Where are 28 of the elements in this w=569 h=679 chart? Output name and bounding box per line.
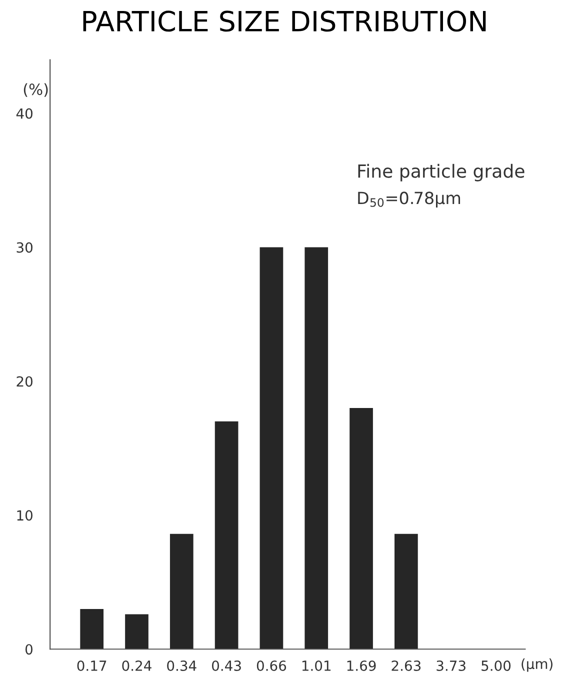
x-tick-label: 0.17 [77, 660, 106, 671]
y-tick-label: 40 [16, 108, 32, 119]
x-tick-label: 0.34 [167, 660, 196, 671]
bar [260, 247, 284, 650]
x-tick-label: 2.63 [392, 660, 421, 671]
x-tick-label: 3.73 [436, 660, 466, 671]
bar [394, 534, 418, 650]
bar [214, 421, 238, 650]
bar [80, 608, 104, 650]
bar [304, 247, 328, 650]
x-tick-label: 0.24 [122, 660, 152, 671]
x-tick-label: 1.01 [302, 660, 331, 671]
bar [125, 614, 148, 650]
y-axis-title: (%) [24, 83, 48, 97]
annotation: D$_{50}$=0.78μm [358, 192, 460, 208]
x-tick-label: 1.69 [347, 660, 376, 671]
bar [170, 534, 194, 650]
x-tick-label: 0.66 [256, 660, 286, 671]
y-tick-label: 30 [16, 242, 32, 253]
x-axis-title: (μm) [522, 658, 552, 672]
y-tick-label: 10 [17, 510, 32, 521]
annotation: Fine particle grade [358, 164, 524, 182]
bar [350, 408, 373, 650]
x-tick-label: 5.00 [482, 660, 511, 671]
y-tick-label: 20 [16, 376, 32, 387]
x-tick-label: 0.43 [212, 660, 241, 671]
y-tick-label: 0 [25, 644, 32, 655]
chart-title: PARTICLE SIZE DISTRIBUTION [83, 10, 486, 32]
